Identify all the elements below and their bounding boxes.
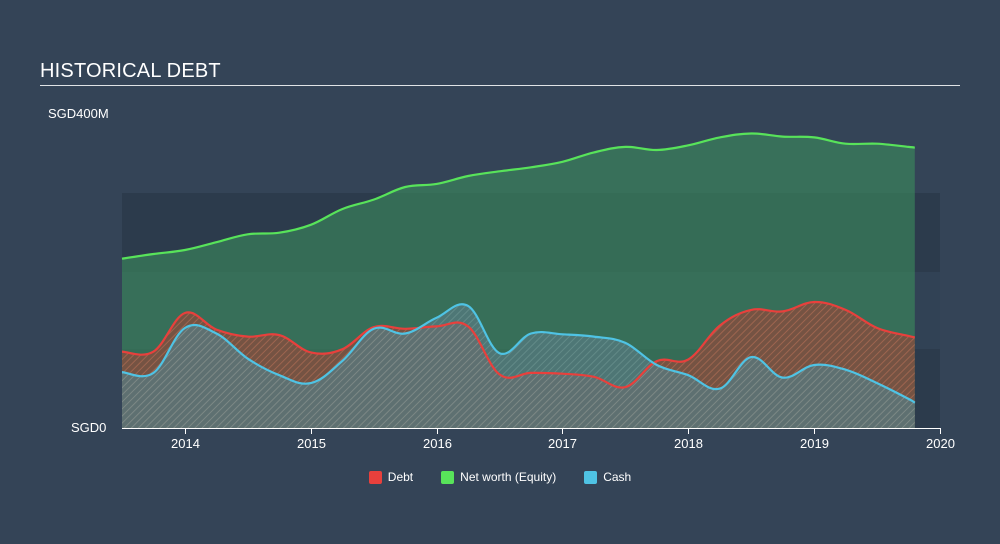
cash-line xyxy=(121,303,916,404)
title-divider xyxy=(40,85,960,86)
y-tick-label-top: SGD400M xyxy=(48,106,109,121)
x-tick-label-2020: 2020 xyxy=(926,436,955,451)
x-tick-label-2015: 2015 xyxy=(297,436,326,451)
legend-swatch-equity xyxy=(441,470,455,484)
x-tick-label-2017: 2017 xyxy=(548,436,577,451)
legend-swatch-debt xyxy=(368,470,382,484)
legend-swatch-cash xyxy=(584,470,598,484)
x-tick-label-2014: 2014 xyxy=(171,436,200,451)
legend-item-cash[interactable]: Cash xyxy=(584,470,631,484)
series-areas xyxy=(122,133,915,428)
cash-area-hatch xyxy=(122,304,915,428)
x-axis: 2014 2015 2016 2017 2018 2019 2020 xyxy=(122,428,955,451)
series-lines xyxy=(121,132,916,404)
x-tick-label-2018: 2018 xyxy=(674,436,703,451)
debt-line xyxy=(121,300,915,389)
legend-label-equity: Net worth (Equity) xyxy=(460,470,557,484)
legend-label-cash: Cash xyxy=(603,470,632,484)
x-tick-label-2019: 2019 xyxy=(800,436,829,451)
legend-item-debt[interactable]: Debt xyxy=(368,470,414,484)
chart-title: HISTORICAL DEBT xyxy=(40,60,221,82)
legend: Debt Net worth (Equity) Cash xyxy=(0,470,1000,484)
legend-item-equity[interactable]: Net worth (Equity) xyxy=(441,470,556,484)
x-tick-label-2016: 2016 xyxy=(423,436,452,451)
legend-label-debt: Debt xyxy=(387,470,414,484)
y-tick-label-bottom: SGD0 xyxy=(71,420,107,435)
equity-line xyxy=(121,132,915,260)
